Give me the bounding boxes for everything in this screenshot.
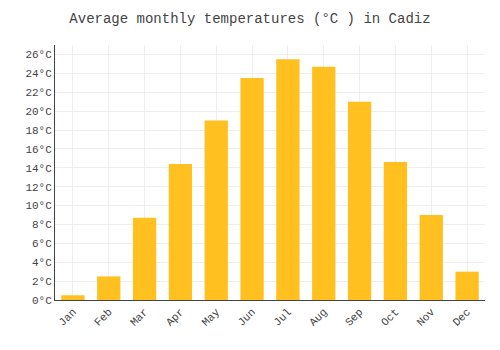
svg-text:0°C: 0°C [32, 295, 52, 307]
svg-text:2°C: 2°C [32, 276, 52, 288]
svg-text:May: May [200, 306, 223, 329]
svg-text:Apr: Apr [164, 306, 186, 328]
svg-text:14°C: 14°C [25, 163, 52, 175]
svg-text:6°C: 6°C [32, 238, 52, 250]
svg-text:Average monthly temperatures (: Average monthly temperatures (°C ) in Ca… [69, 11, 430, 27]
svg-text:Jan: Jan [56, 306, 78, 328]
svg-text:Aug: Aug [307, 306, 329, 328]
svg-text:Jun: Jun [236, 306, 258, 328]
svg-text:10°C: 10°C [25, 200, 52, 212]
svg-text:26°C: 26°C [25, 49, 52, 61]
svg-text:Dec: Dec [451, 306, 473, 328]
svg-text:22°C: 22°C [25, 87, 52, 99]
svg-text:Feb: Feb [92, 306, 114, 328]
svg-text:Jul: Jul [271, 306, 293, 328]
svg-text:Sep: Sep [343, 306, 365, 328]
svg-text:Oct: Oct [379, 306, 401, 328]
svg-text:8°C: 8°C [32, 219, 52, 231]
svg-text:24°C: 24°C [25, 68, 52, 80]
svg-text:Nov: Nov [415, 306, 438, 329]
svg-text:Mar: Mar [128, 306, 150, 328]
svg-text:4°C: 4°C [32, 257, 52, 269]
svg-text:12°C: 12°C [25, 182, 52, 194]
svg-text:20°C: 20°C [25, 106, 52, 118]
svg-text:16°C: 16°C [25, 144, 52, 156]
svg-text:18°C: 18°C [25, 125, 52, 137]
